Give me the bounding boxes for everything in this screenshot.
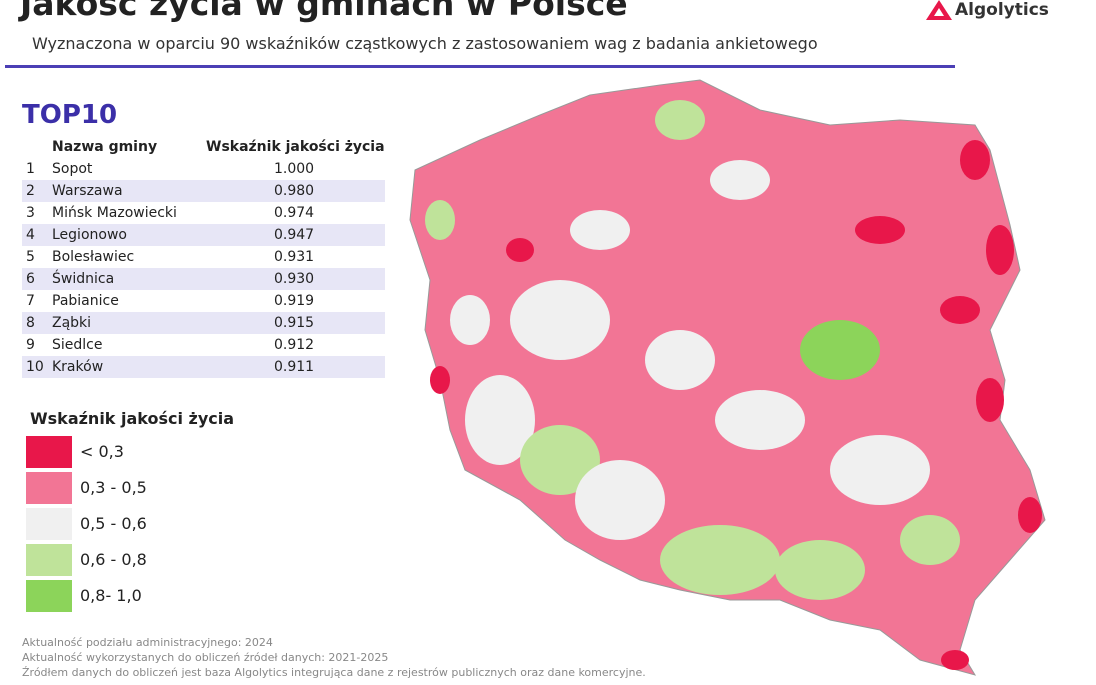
table-cell: 0.911 [274,359,315,375]
table-cell: Warszawa [52,183,123,199]
table-row: 9 Siedlce 0.912 [22,334,385,356]
table-cell: Legionowo [52,227,127,243]
table-cell: 1 [26,161,35,177]
table-cell: 6 [26,271,35,287]
table-cell: 10 [26,359,44,375]
table-cell: 8 [26,315,35,331]
legend-label: 0,6 - 0,8 [80,550,147,569]
column-header: Nazwa gminy [52,139,158,155]
table-row: 3 Mińsk Mazowiecki 0.974 [22,202,385,224]
table-cell: Kraków [52,359,104,375]
column-header: Wskaźnik jakości życia [206,139,385,155]
logo-icon [926,0,952,20]
table-cell: 0.919 [274,293,315,309]
map [409,79,1046,676]
table-cell: Bolesławiec [52,249,135,265]
table-row: 5 Bolesławiec 0.931 [22,246,385,268]
table-row: 8 Ząbki 0.915 [22,312,385,334]
table-cell: Mińsk Mazowiecki [52,205,177,221]
table-row: 7 Pabianice 0.919 [22,290,385,312]
table-row: 10 Kraków 0.911 [22,356,385,378]
table-heading: TOP10 [22,100,118,130]
legend-swatch [26,472,72,504]
footnote: Źródłem danych do obliczeń jest baza Alg… [22,666,646,679]
table-row: 1 Sopot 1.000 [22,158,385,180]
table-cell: 0.947 [274,227,315,243]
table-cell: 0.980 [274,183,315,199]
table-row: 4 Legionowo 0.947 [22,224,385,246]
table-cell: Świdnica [52,271,115,287]
table-cell: 2 [26,183,35,199]
legend-swatch [26,508,72,540]
table-cell: 0.915 [274,315,315,331]
table-cell: 5 [26,249,35,265]
table-cell: 0.974 [274,205,315,221]
table-cell: 0.912 [274,337,315,353]
table-cell: 3 [26,205,35,221]
table-cell: 1.000 [274,161,315,177]
legend-swatch [26,580,72,612]
legend-swatch [26,436,72,468]
table-row: 2 Warszawa 0.980 [22,180,385,202]
table-cell: Sopot [52,161,93,177]
table-cell: 0.931 [274,249,315,265]
table-cell: 7 [26,293,35,309]
legend-label: 0,5 - 0,6 [80,514,147,533]
table-cell: Ząbki [52,315,92,331]
legend-label: < 0,3 [80,442,124,461]
divider [5,65,955,68]
title: Jakość życia w gminach w Polsce [20,0,628,23]
regions [425,100,1042,670]
subtitle: Wyznaczona w oparciu 90 wskaźników cząst… [32,34,818,53]
legend-swatch [26,544,72,576]
logo: Algolytics [955,0,1049,20]
table-cell: 4 [26,227,35,243]
table-row: 6 Świdnica 0.930 [22,268,385,290]
legend-label: 0,3 - 0,5 [80,478,147,497]
legend-label: 0,8- 1,0 [80,586,142,605]
table-cell: Siedlce [52,337,103,353]
footnote: Aktualność podziału administracyjnego: 2… [22,636,273,649]
table-cell: 0.930 [274,271,315,287]
table-cell: Pabianice [52,293,119,309]
table-cell: 9 [26,337,35,353]
footnote: Aktualność wykorzystanych do obliczeń źr… [22,651,389,664]
legend-title: Wskaźnik jakości życia [30,409,235,428]
